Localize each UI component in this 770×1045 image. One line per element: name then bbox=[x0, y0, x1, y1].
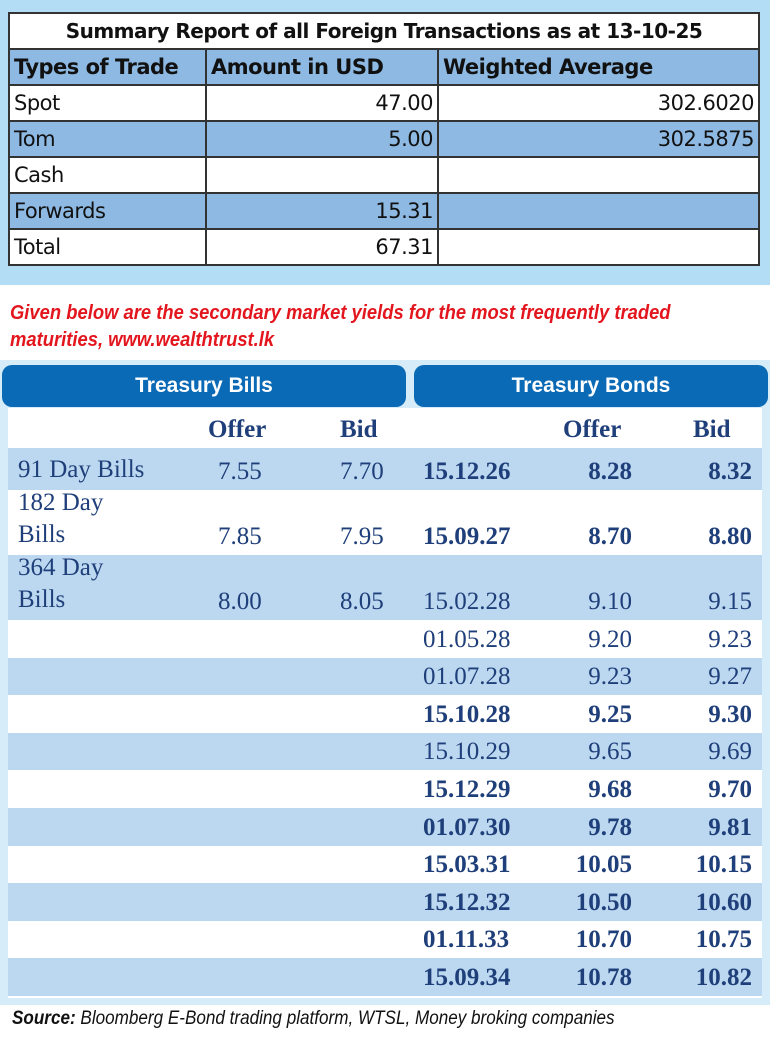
bond-maturity: 15.10.29 bbox=[423, 738, 511, 766]
bond-offer: 10.78 bbox=[575, 963, 632, 991]
bond-bid: 9.69 bbox=[708, 738, 752, 766]
bond-maturity: 15.09.34 bbox=[423, 963, 511, 991]
cell: 302.6020 bbox=[437, 84, 760, 122]
cell: Spot bbox=[8, 84, 207, 122]
cell: 67.31 bbox=[205, 228, 439, 266]
foreign-transactions-table: Summary Report of all Foreign Transactio… bbox=[8, 12, 760, 266]
bond-offer: 9.25 bbox=[588, 700, 632, 728]
cell: Total bbox=[8, 228, 207, 266]
header-type: Types of Trade bbox=[8, 48, 207, 86]
cell: 302.5875 bbox=[437, 120, 760, 158]
bond-maturity: 01.07.28 bbox=[423, 663, 511, 691]
source-note: Source: Bloomberg E-Bond trading platfor… bbox=[12, 1008, 615, 1030]
cell bbox=[205, 156, 439, 194]
bond-offer: 8.70 bbox=[588, 523, 632, 550]
bill-bid: 7.70 bbox=[340, 458, 384, 485]
bond-offer: 10.50 bbox=[575, 888, 632, 916]
bond-bid: 9.70 bbox=[708, 775, 752, 803]
bond-maturity: 15.09.27 bbox=[423, 523, 511, 550]
bond-maturity: 15.02.28 bbox=[423, 588, 511, 615]
bond-bid: 10.75 bbox=[695, 926, 752, 954]
bond-offer: 9.20 bbox=[588, 625, 632, 653]
yields-note: Given below are the secondary market yie… bbox=[10, 302, 671, 351]
bond-offer: 9.10 bbox=[588, 588, 632, 615]
bonds-bid-header: Bid bbox=[693, 416, 731, 443]
table-row: Spot 47.00 302.6020 bbox=[8, 84, 760, 122]
bill-name: 91 Day Bills bbox=[18, 456, 145, 483]
bond-bid: 10.60 bbox=[695, 888, 752, 916]
table-row: Cash bbox=[8, 156, 760, 194]
bills-offer-header: Offer bbox=[208, 416, 267, 443]
source-text: Bloomberg E-Bond trading platform, WTSL,… bbox=[75, 1008, 615, 1029]
cell: 15.31 bbox=[205, 192, 439, 230]
bond-maturity: 15.12.29 bbox=[423, 775, 511, 803]
yield-row: 01.07.28 9.23 9.27 bbox=[8, 657, 762, 696]
bill-name: 364 Day Bills bbox=[18, 554, 104, 613]
bill-bid: 7.95 bbox=[340, 523, 384, 550]
header-amount: Amount in USD bbox=[205, 48, 439, 86]
yield-row: Offer Bid Offer Bid bbox=[8, 410, 762, 448]
bond-offer: 9.68 bbox=[588, 775, 632, 803]
bill-offer: 7.85 bbox=[218, 523, 262, 550]
bond-offer: 9.78 bbox=[588, 813, 632, 841]
bond-maturity: 01.11.33 bbox=[423, 926, 510, 954]
yield-row: 91 Day Bills 7.55 7.70 15.12.26 8.28 8.32 bbox=[8, 448, 762, 490]
yield-row: 01.07.30 9.78 9.81 bbox=[8, 808, 762, 846]
bond-maturity: 15.10.28 bbox=[423, 700, 511, 728]
bill-offer: 7.55 bbox=[218, 458, 262, 485]
yield-row: 01.11.33 10.70 10.75 bbox=[8, 921, 762, 959]
bond-bid: 10.82 bbox=[695, 963, 752, 991]
bill-bid: 8.05 bbox=[340, 588, 384, 615]
source-label: Source: bbox=[12, 1008, 76, 1029]
bill-name: 182 Day Bills bbox=[18, 489, 104, 548]
bond-maturity: 15.12.32 bbox=[423, 888, 511, 916]
table-row: Total 67.31 bbox=[8, 228, 760, 266]
bond-bid: 9.23 bbox=[708, 625, 752, 653]
bond-bid: 9.81 bbox=[708, 813, 752, 841]
bond-bid: 9.15 bbox=[708, 588, 752, 615]
yield-row: 15.10.28 9.25 9.30 bbox=[8, 695, 762, 733]
treasury-bills-header: Treasury Bills bbox=[2, 365, 406, 407]
bond-maturity: 01.07.30 bbox=[423, 813, 511, 841]
yield-row: 15.03.31 10.05 10.15 bbox=[8, 846, 762, 884]
table-row: Tom 5.00 302.5875 bbox=[8, 120, 760, 158]
yield-row: 15.12.32 10.50 10.60 bbox=[8, 883, 762, 921]
bond-bid: 10.15 bbox=[695, 851, 752, 879]
cell bbox=[437, 228, 760, 266]
bond-offer: 9.65 bbox=[588, 738, 632, 766]
yield-row: 15.10.29 9.65 9.69 bbox=[8, 732, 762, 771]
yield-row: 01.05.28 9.20 9.23 bbox=[8, 620, 762, 658]
yield-row: 15.12.29 9.68 9.70 bbox=[8, 770, 762, 808]
cell: Forwards bbox=[8, 192, 207, 230]
bond-maturity: 01.05.28 bbox=[423, 625, 511, 653]
bond-maturity: 15.03.31 bbox=[423, 851, 511, 879]
bond-offer: 8.28 bbox=[588, 458, 632, 485]
header-average: Weighted Average bbox=[437, 48, 760, 86]
bill-offer: 8.00 bbox=[218, 588, 262, 615]
bond-offer: 9.23 bbox=[588, 663, 632, 691]
bond-bid: 8.32 bbox=[708, 458, 752, 485]
table-title: Summary Report of all Foreign Transactio… bbox=[8, 12, 760, 50]
cell: Tom bbox=[8, 120, 207, 158]
bond-offer: 10.70 bbox=[575, 926, 632, 954]
treasury-bonds-header: Treasury Bonds bbox=[414, 365, 768, 407]
bond-bid: 9.30 bbox=[708, 700, 752, 728]
cell bbox=[437, 156, 760, 194]
bond-maturity: 15.12.26 bbox=[423, 458, 511, 485]
table-row: Forwards 15.31 bbox=[8, 192, 760, 230]
cell: 5.00 bbox=[205, 120, 439, 158]
bond-bid: 9.27 bbox=[708, 663, 752, 691]
bills-bid-header: Bid bbox=[340, 416, 378, 443]
yield-row: 15.09.34 10.78 10.82 bbox=[8, 958, 762, 996]
bond-bid: 8.80 bbox=[708, 523, 752, 550]
bond-offer: 10.05 bbox=[575, 851, 632, 879]
cell: Cash bbox=[8, 156, 207, 194]
bonds-offer-header: Offer bbox=[563, 416, 622, 443]
cell: 47.00 bbox=[205, 84, 439, 122]
yield-row: 182 Day Bills 7.85 7.95 15.09.27 8.70 8.80 bbox=[8, 489, 762, 555]
cell bbox=[437, 192, 760, 230]
yield-row: 364 Day Bills 8.00 8.05 15.02.28 9.10 9.15 bbox=[8, 554, 762, 620]
